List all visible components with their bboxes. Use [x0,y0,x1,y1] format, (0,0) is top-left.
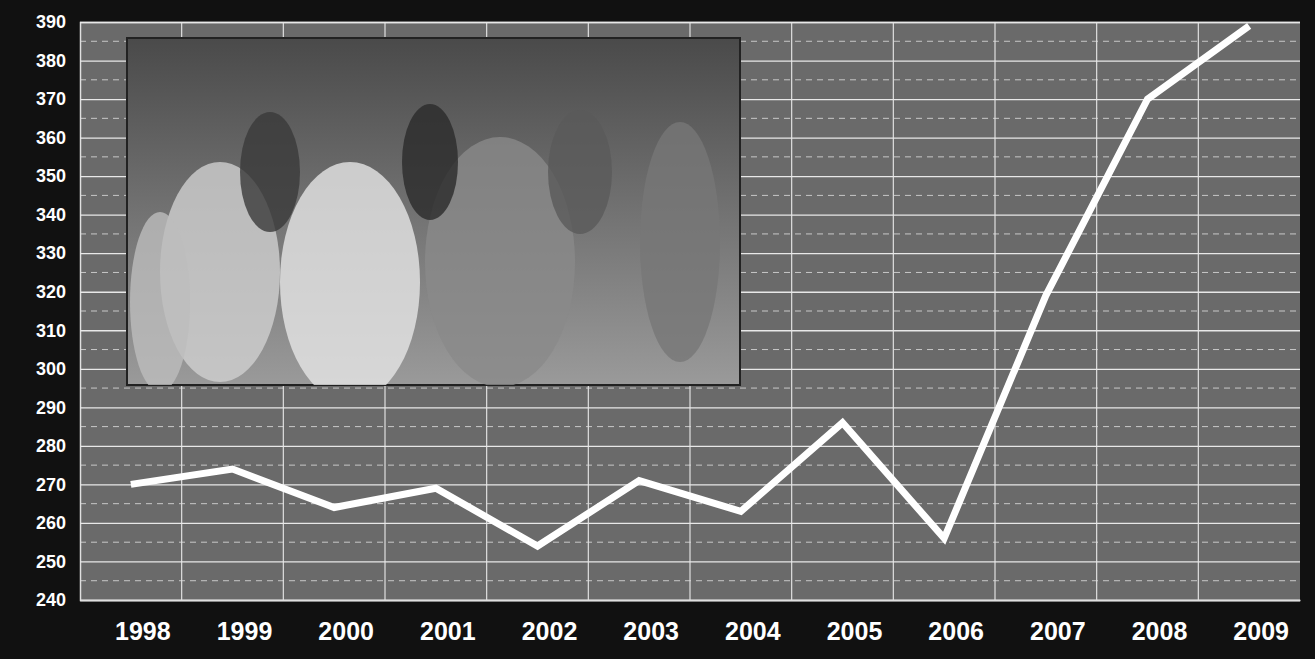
y-tick: 280 [36,436,1300,456]
x-tick: 2008 [1132,617,1188,645]
vertical-grid-line [1198,22,1199,600]
x-tick-label: 2000 [318,617,374,645]
x-tick-label: 2007 [1030,617,1086,645]
vertical-grid-line [994,22,995,600]
vertical-grid-line [1096,22,1097,600]
x-tick-label: 2002 [522,617,578,645]
x-tick: 2000 [318,617,374,645]
x-tick-label: 2005 [827,617,883,645]
inset-photo-shape [280,162,420,385]
y-axis-line [81,23,1301,601]
x-tick: 2005 [827,617,883,645]
y-tick: 290 [36,398,1300,418]
y-grid-line [80,523,1300,524]
x-axis-line [81,600,1301,602]
y-tick-label: 250 [36,552,66,572]
data-line [131,26,1249,546]
y-tick-label: 350 [36,166,66,186]
vertical-grid-line [893,22,894,600]
x-tick-label: 2008 [1132,617,1188,645]
y-tick-label: 380 [36,51,66,71]
y-tick-label: 290 [36,398,66,418]
x-tick: 1998 [115,617,171,645]
y-tick: 390 [36,12,1300,32]
y-tick-label: 360 [36,128,66,148]
series [131,26,1249,546]
y-grid-line [80,22,1300,23]
inset-photo-shape [240,112,300,232]
y-tick-label: 340 [36,205,66,225]
x-tick: 2003 [623,617,679,645]
y-tick-label: 330 [36,243,66,263]
x-tick-label: 2004 [725,617,781,645]
x-axis: 1998 1999 2000 2001 2002 2003 2004 2005 2006 2007… [81,601,1301,645]
x-tick-label: 2001 [420,617,476,645]
x-tick: 2001 [420,617,476,645]
y-tick-label: 390 [36,12,66,32]
y-tick-label: 300 [36,359,66,379]
y-grid-line [80,446,1300,447]
x-tick-label: 2003 [623,617,679,645]
vertical-grid-line [791,22,792,600]
inset-photo-frame [127,38,740,385]
x-tick-label: 2006 [928,617,984,645]
y-grid-line [80,484,1300,485]
y-tick-label: 370 [36,89,66,109]
y-tick-label: 260 [36,513,66,533]
y-grid-line [80,600,1300,601]
x-tick: 2002 [522,617,578,645]
inset-photo [127,38,740,402]
x-tick-label: 2009 [1233,617,1289,645]
y-tick-label: 310 [36,321,66,341]
y-grid-line [80,561,1300,562]
y-tick-label: 270 [36,475,66,495]
inset-photo-shape [130,212,190,385]
y-tick-label: 320 [36,282,66,302]
y-axis: 240 250 260 270 280 290 300 310 320 330 340 350 360 3… [36,12,1300,610]
x-tick-label: 1999 [217,617,273,645]
y-tick: 240 [36,590,1300,610]
inset-photo-shape [640,122,720,362]
chart: 240 250 260 270 280 290 300 310 320 330 340 350 360 3… [0,0,1315,659]
x-tick: 2009 [1233,617,1289,645]
y-tick-label: 280 [36,436,66,456]
x-tick: 2004 [725,617,781,645]
y-grid-line [80,407,1300,408]
x-tick: 2006 [928,617,984,645]
plot-background [80,22,1300,600]
y-tick: 260 [36,513,1300,533]
y-tick-label: 240 [36,590,66,610]
x-tick: 2007 [1030,617,1086,645]
background [0,0,1315,659]
plot: 240 250 260 270 280 290 300 310 320 330 340 350 360 3… [36,12,1301,644]
inset-photo-shape [402,104,458,220]
x-tick-label: 1998 [115,617,171,645]
x-tick: 1999 [217,617,273,645]
y-tick: 250 [36,552,1300,572]
inset-photo-shape [548,110,612,234]
